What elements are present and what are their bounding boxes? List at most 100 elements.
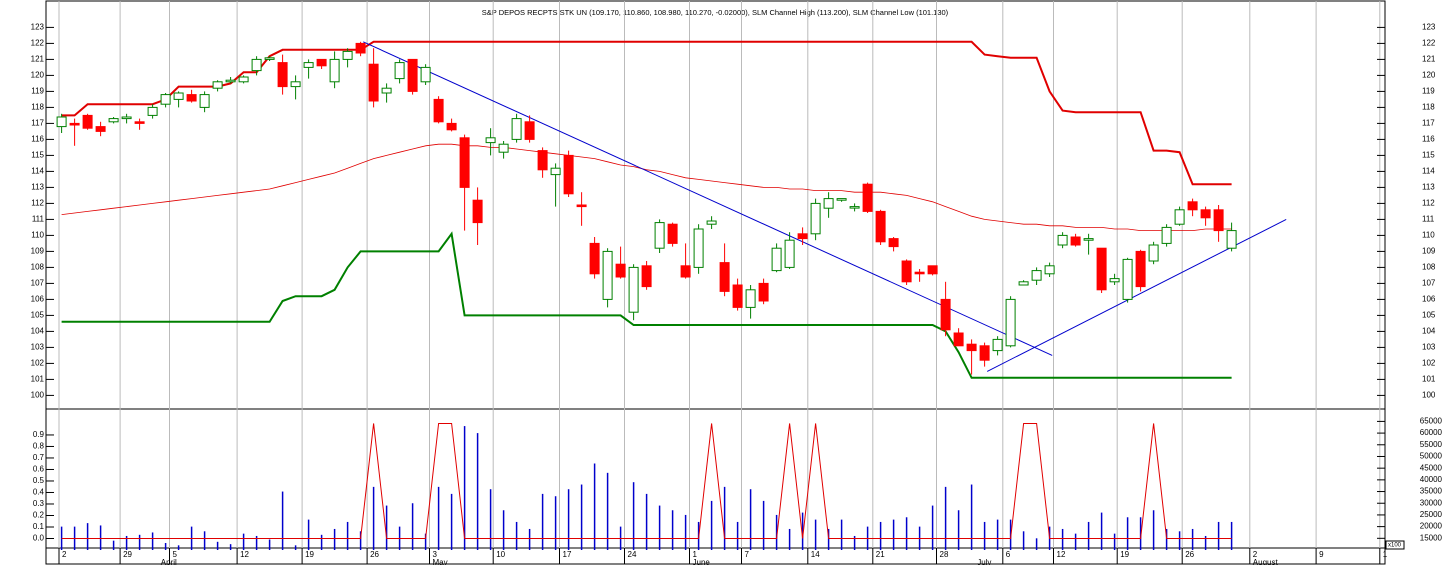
candle-body [1096, 247, 1107, 291]
candle-body [1122, 258, 1133, 300]
x-tick-label: 19 [305, 550, 314, 559]
candle-body [693, 228, 704, 268]
y2-tick-label: 55000 [1420, 440, 1443, 449]
y-tick-label-right: 116 [1422, 135, 1435, 144]
overlay-line [61, 231, 1232, 379]
x-tick-label: 26 [370, 550, 379, 559]
y-tick-label: 116 [31, 135, 44, 144]
y-tick-label: 119 [31, 87, 44, 96]
y2-tick-label: 60000 [1420, 428, 1443, 437]
candle-body [862, 183, 873, 212]
candle-body [524, 121, 535, 140]
plot-frame [45, 0, 1386, 549]
candle-body [277, 62, 288, 88]
candle-body [69, 122, 80, 126]
candle-body [784, 239, 795, 268]
y-tick-label: 111 [32, 215, 45, 224]
candle-body [823, 198, 834, 209]
candle-body [498, 143, 509, 153]
x-tick-label: 3 [433, 550, 438, 559]
y2-tick-label: 40000 [1420, 475, 1443, 484]
y-tick-label: 108 [31, 263, 45, 272]
candle-body [1200, 209, 1211, 219]
y-tick-label: 103 [31, 343, 45, 352]
overlay-line [61, 143, 1232, 232]
x-tick-label: 29 [123, 550, 132, 559]
y-tick-label: 0.3 [33, 499, 45, 508]
y-tick-label-right: 108 [1422, 263, 1436, 272]
candle-body [927, 265, 938, 275]
y-tick-label-right: 112 [1422, 199, 1435, 208]
candle-body [940, 298, 951, 331]
candle-body [95, 126, 106, 132]
candle-body [628, 266, 639, 313]
candle-body [732, 284, 743, 308]
candle-body [771, 247, 782, 272]
candle-body [251, 58, 262, 72]
x-tick-label: 26 [1185, 550, 1194, 559]
candle-body [1148, 244, 1159, 262]
candle-body [810, 202, 821, 235]
y2-tick-label: 15000 [1420, 533, 1443, 542]
candle-body [1083, 238, 1094, 241]
candle-body [589, 242, 600, 275]
candle-body [355, 42, 366, 54]
candle-body [1070, 236, 1081, 246]
candle-body [485, 137, 496, 144]
y-tick-label: 0.5 [33, 476, 45, 485]
y-tick-label: 109 [31, 247, 45, 256]
x-tick-label: 2 [1253, 550, 1258, 559]
candle-body [1213, 209, 1224, 232]
x-tick-label: 7 [745, 550, 750, 559]
candle-body [225, 79, 236, 83]
candle-body [1018, 281, 1029, 286]
candle-body [1031, 270, 1042, 281]
x-tick-label: 28 [940, 550, 949, 559]
y-tick-label-right: 101 [1422, 375, 1436, 384]
y-tick-label-right: 121 [1422, 55, 1436, 64]
y-tick-label: 106 [31, 295, 45, 304]
y-tick-label-right: 104 [1422, 327, 1436, 336]
y-tick-label-right: 106 [1422, 295, 1436, 304]
y-tick-label-right: 120 [1422, 71, 1436, 80]
y-tick-label: 110 [31, 231, 44, 240]
candle-body [836, 198, 847, 201]
x-tick-label: 10 [496, 550, 505, 559]
month-label: June [693, 558, 711, 565]
x-tick-label: 2 [62, 550, 67, 559]
candle-body [472, 199, 483, 224]
candle-body [602, 250, 613, 300]
candle-body [680, 265, 691, 278]
candle-body [1161, 226, 1172, 244]
y2-tick-label: 25000 [1420, 510, 1443, 519]
candle-body [1005, 298, 1016, 347]
candle-body [1226, 230, 1237, 249]
candle-body [56, 116, 67, 128]
candle-body [381, 87, 392, 94]
y-tick-label-right: 119 [1422, 87, 1435, 96]
x-tick-label: 21 [876, 550, 885, 559]
candle-body [459, 137, 470, 188]
candle-body [615, 263, 626, 278]
candle-body [537, 150, 548, 171]
candle-body [147, 106, 158, 116]
y-tick-label-right: 111 [1422, 215, 1435, 224]
unit-label: x100 [1388, 543, 1402, 549]
candle-body [394, 62, 405, 80]
y-tick-label-right: 103 [1422, 343, 1436, 352]
month-label: August [1253, 558, 1279, 565]
candle-body [667, 223, 678, 244]
x-tick-label: 1 [1383, 550, 1388, 559]
candle-body [576, 204, 587, 208]
chart-title: S&P DEPOS RECPTS STK UN (109.170, 110.86… [482, 8, 949, 17]
y-tick-label: 0.1 [33, 522, 45, 531]
y-tick-label-right: 113 [1422, 183, 1435, 192]
candle-body [745, 289, 756, 308]
candle-body [511, 118, 522, 140]
candle-body [160, 94, 171, 105]
candle-body [979, 345, 990, 361]
y-tick-label: 0.6 [33, 465, 45, 474]
y-tick-label: 112 [31, 199, 44, 208]
candle-body [797, 233, 808, 240]
y-tick-label: 0.4 [33, 488, 45, 497]
